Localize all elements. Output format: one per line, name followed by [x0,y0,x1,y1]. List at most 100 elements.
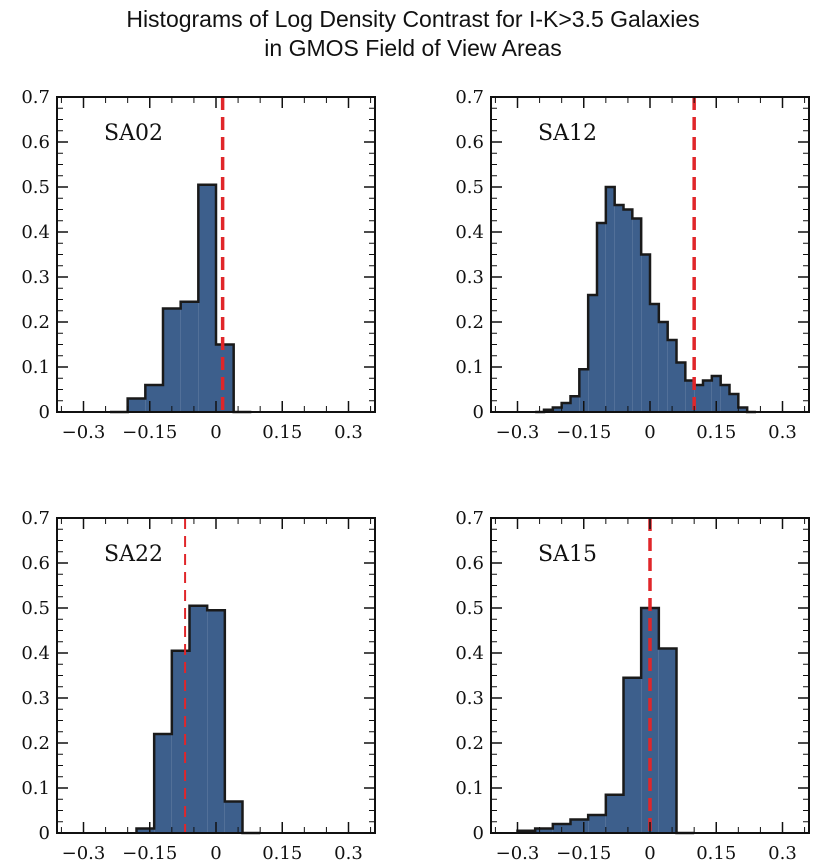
histogram-bar [561,403,571,412]
histogram-bar [605,187,615,412]
panel-label: SA15 [538,542,597,567]
histogram-bar [597,223,606,412]
x-tick-label: 0.3 [768,422,797,443]
y-tick-label: 0 [39,402,50,423]
x-tick-label: 0.15 [696,422,736,443]
histogram-bar [703,380,712,412]
histogram-bar [171,650,190,833]
x-tick-label: 0 [210,843,221,864]
y-tick-label: 0 [473,402,484,423]
y-tick-label: 0.4 [455,643,484,664]
y-tick-label: 0.3 [455,267,484,288]
y-tick-label: 0.1 [455,357,484,378]
y-tick-label: 0.4 [21,222,50,243]
histogram-bar [685,380,695,412]
chart-title-line-1: Histograms of Log Density Contrast for I… [126,6,699,32]
y-tick-label: 0.1 [21,357,50,378]
x-tick-label: 0.3 [768,843,797,864]
histogram-bar [163,308,181,412]
histogram-panel-sa12: 0 0.1 0.2 0.3 0.4 0.5 0.6 0.7 −0.3 −0.15 0 0.15 0.3 S… [455,87,810,443]
histogram-bar [570,819,589,833]
panel-label: SA02 [104,121,163,146]
x-tick-label: 0.3 [334,843,363,864]
y-tick-label: 0.5 [21,177,50,198]
x-tick-label: 0.15 [262,843,302,864]
histogram-bar [711,376,721,412]
histogram-bar [588,295,597,412]
histogram-bar [145,385,163,412]
y-tick-label: 0.3 [21,267,50,288]
histogram-bar [632,218,642,412]
histogram-bar [535,828,553,833]
histogram-bar [570,396,580,412]
x-tick-label: −0.15 [122,843,177,864]
histogram-bar [207,610,225,833]
y-tick-label: 0.7 [21,508,50,529]
histogram-bar [658,648,677,833]
y-tick-label: 0 [473,823,484,844]
y-tick-label: 0.6 [21,553,50,574]
y-tick-label: 0.2 [455,733,484,754]
histogram-bar [614,205,624,412]
histogram-bar [579,369,589,412]
panel-label: SA12 [538,121,597,146]
histogram-bar [552,407,562,412]
histogram-bar [136,828,155,833]
histogram-bar [180,301,199,412]
histogram-bar [198,184,216,412]
x-tick-label: −0.3 [496,422,540,443]
histogram-panel-sa02: 0 0.1 0.2 0.3 0.4 0.5 0.6 0.7 −0.3 −0.15 0 0.15 0.3 S… [21,87,376,443]
histogram-bar [623,677,642,833]
histogram-bar [676,362,686,412]
x-tick-label: 0 [210,422,221,443]
x-tick-label: 0.15 [696,843,736,864]
y-tick-label: 0.1 [21,778,50,799]
histogram-bar [588,815,606,833]
histogram-bar [127,398,146,412]
histogram-bar [189,605,208,833]
histogram-outline [135,604,261,835]
x-tick-label: 0 [644,843,655,864]
histogram-bar [216,344,234,412]
x-tick-label: 0.3 [334,422,363,443]
panels: 0 0.1 0.2 0.3 0.4 0.5 0.6 0.7 −0.3 −0.15 0 0.15 0.3 S… [21,87,810,864]
histogram-bar [623,209,633,412]
y-tick-label: 0.6 [455,132,484,153]
y-tick-label: 0.7 [455,508,484,529]
histogram-bar [641,254,650,412]
y-tick-label: 0.6 [455,553,484,574]
y-tick-label: 0.5 [21,598,50,619]
y-tick-label: 0.4 [21,643,50,664]
y-tick-label: 0.3 [455,688,484,709]
y-tick-label: 0 [39,823,50,844]
y-tick-label: 0.2 [455,312,484,333]
y-tick-label: 0.7 [455,87,484,108]
y-tick-label: 0.2 [21,312,50,333]
x-tick-label: 0.15 [262,422,302,443]
histogram-bar [605,794,624,833]
histogram-outline [110,183,252,414]
histogram-outline [516,606,695,835]
panel-label: SA22 [104,542,163,567]
x-tick-label: 0 [644,422,655,443]
histogram-bar [720,385,730,412]
histogram-bar [729,394,739,412]
y-tick-label: 0.7 [21,87,50,108]
y-tick-label: 0.3 [21,688,50,709]
chart-title-line-2: in GMOS Field of View Areas [264,35,561,61]
x-tick-label: −0.3 [62,422,106,443]
y-tick-label: 0.5 [455,598,484,619]
histogram-bar [650,304,659,412]
histogram-panel-sa22: 0 0.1 0.2 0.3 0.4 0.5 0.6 0.7 −0.3 −0.15 0 0.15 0.3 S… [21,508,376,864]
y-tick-label: 0.6 [21,132,50,153]
x-tick-label: −0.3 [62,843,106,864]
histogram-panel-sa15: 0 0.1 0.2 0.3 0.4 0.5 0.6 0.7 −0.3 −0.15 0 0.15 0.3 S… [455,508,810,864]
y-tick-label: 0.1 [455,778,484,799]
y-tick-label: 0.5 [455,177,484,198]
histogram-outline [535,185,756,414]
x-tick-label: −0.15 [122,422,177,443]
histogram-bar [694,385,703,412]
y-tick-label: 0.4 [455,222,484,243]
x-tick-label: −0.15 [556,422,611,443]
